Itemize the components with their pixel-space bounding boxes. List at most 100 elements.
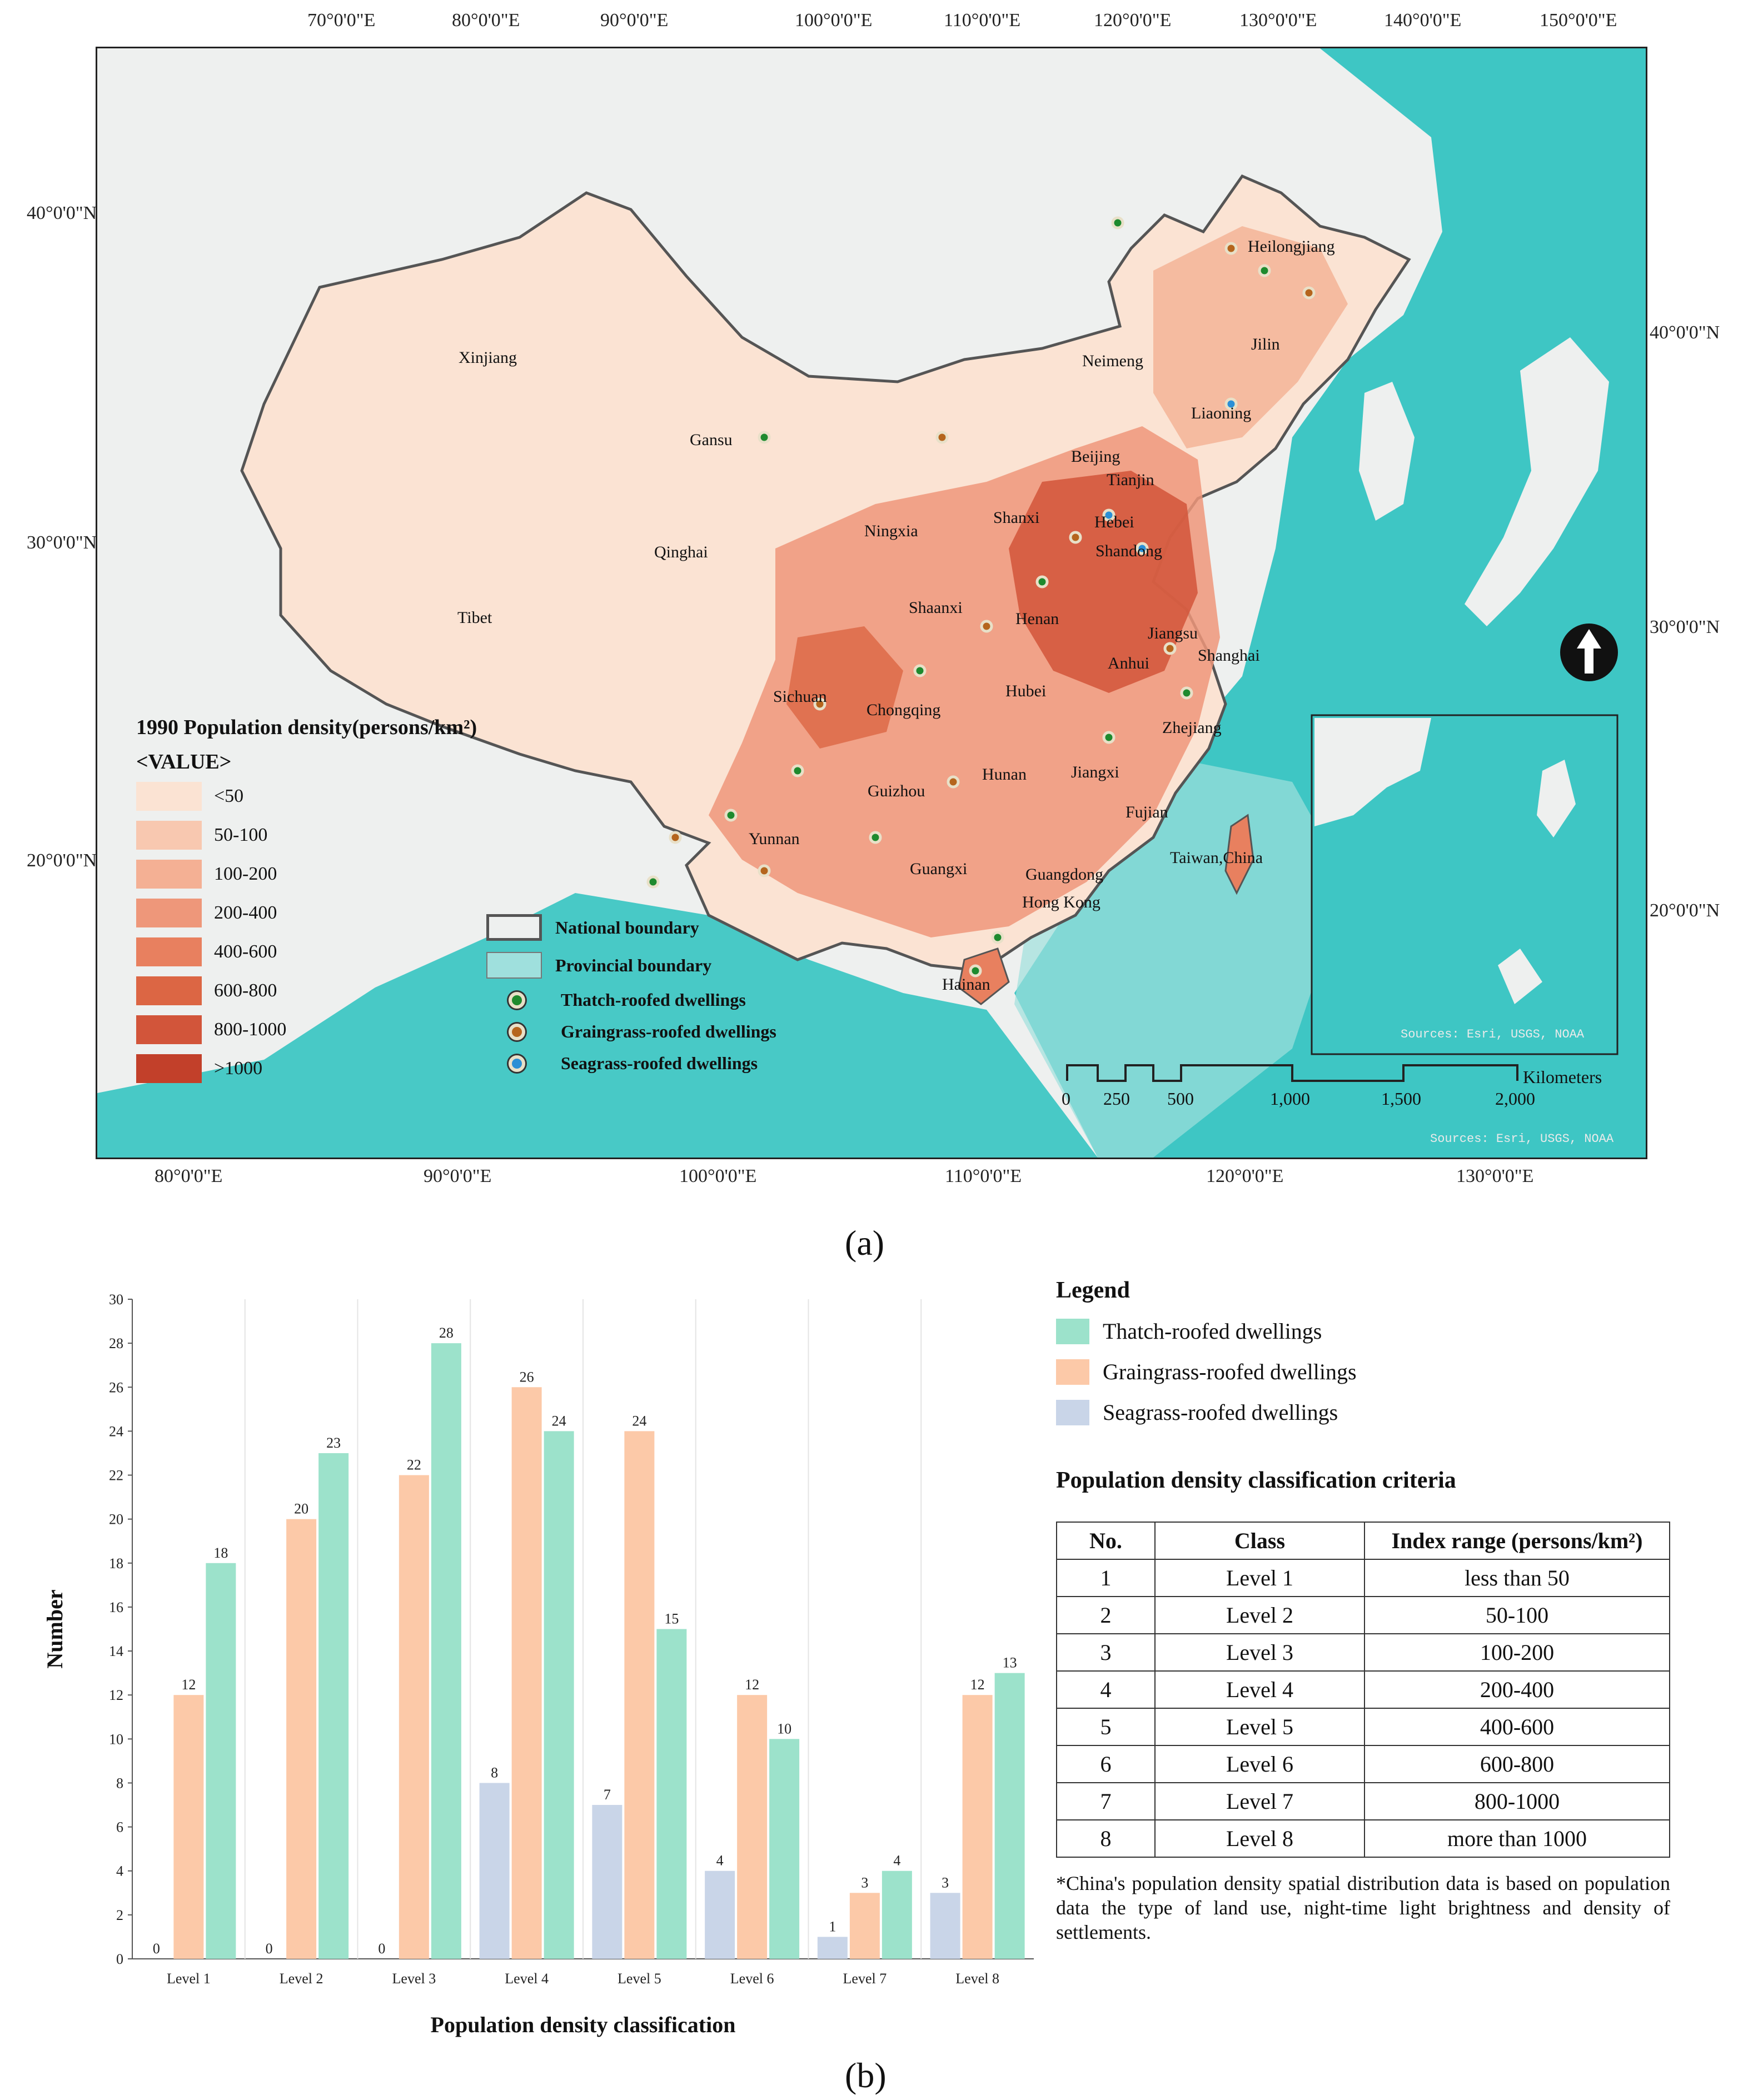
bar — [737, 1695, 768, 1959]
criteria-cell: Level 5 — [1154, 1708, 1365, 1746]
province-label: Ningxia — [864, 522, 918, 540]
chart-legend-label: Seagrass-roofed dwellings — [1103, 1400, 1338, 1425]
bar — [399, 1475, 429, 1959]
bar-value-label: 10 — [777, 1720, 791, 1737]
lon-tick: 110°0'0"E — [944, 10, 1021, 31]
criteria-title: Population density classification criter… — [1056, 1468, 1456, 1493]
criteria-cell: Level 2 — [1154, 1596, 1365, 1634]
criteria-section: Population density classification criter… — [1056, 1467, 1670, 1944]
density-legend-row: 100-200 — [136, 860, 477, 889]
bar-value-label: 12 — [745, 1677, 759, 1693]
inset-land — [1314, 718, 1431, 826]
density-legend-rows: <50 50-100 100-200 200-400 400-600 600-800 800… — [136, 782, 477, 1083]
graingrass-label: Graingrass-roofed dwellings — [561, 1021, 776, 1041]
korea-land — [1359, 382, 1415, 521]
province-label: Shanxi — [993, 508, 1040, 527]
density-class-label: >1000 — [214, 1058, 263, 1079]
density-legend-row: 800-1000 — [136, 1015, 477, 1044]
criteria-row: 4 Level 4 200-400 — [1056, 1670, 1670, 1709]
symbol-legend: National boundary Provincial boundary Th… — [486, 914, 776, 1074]
chart-panel: 0 2 4 6 8 10 12 14 16 18 20 22 24 26 28 30 Level 1 0 12 18 L… — [0, 1273, 1748, 2100]
bar-value-label: 13 — [1003, 1655, 1017, 1671]
provincial-boundary-label: Provincial boundary — [555, 955, 712, 975]
y-tick-label: 10 — [109, 1731, 123, 1747]
density-class-label: 800-1000 — [214, 1019, 287, 1040]
density-high — [1009, 471, 1198, 693]
inset-source-text: Sources: Esri, USGS, NOAA — [1401, 1027, 1585, 1041]
density-class-label: 100-200 — [214, 864, 277, 884]
density-swatch — [136, 1054, 202, 1083]
graingrass-dot-icon — [509, 1023, 525, 1040]
scale-tick: 250 — [1103, 1089, 1130, 1109]
province-label: Xinjiang — [459, 348, 517, 367]
criteria-header: No. — [1056, 1522, 1156, 1560]
taiwan-island — [1224, 814, 1254, 895]
bar-value-label: 4 — [716, 1853, 724, 1869]
legend-thatch: Thatch-roofed dwellings — [486, 990, 776, 1010]
x-tick-label: Level 8 — [955, 1971, 999, 1987]
bar-value-label: 24 — [552, 1413, 566, 1429]
bar-value-label: 7 — [604, 1787, 611, 1803]
bar — [705, 1870, 735, 1959]
criteria-row: 2 Level 2 50-100 — [1056, 1596, 1670, 1634]
bar-value-label: 23 — [326, 1435, 341, 1451]
province-label: Hong Kong — [1022, 893, 1100, 911]
province-label: Liaoning — [1191, 404, 1252, 422]
bar-value-label: 3 — [861, 1874, 868, 1891]
density-swatch — [136, 976, 202, 1005]
province-label: Hubei — [1005, 682, 1047, 700]
bar-value-label: 15 — [664, 1611, 679, 1627]
density-northeast — [1153, 226, 1348, 448]
province-label: Shanghai — [1198, 646, 1260, 665]
criteria-cell: Level 4 — [1154, 1670, 1365, 1709]
lon-tick: 130°0'0"E — [1239, 10, 1317, 31]
bar — [206, 1563, 236, 1959]
seagrass-dot-icon — [509, 1055, 525, 1072]
province-label: Guangdong — [1025, 865, 1103, 884]
criteria-cell: 400-600 — [1364, 1708, 1670, 1746]
map-frame[interactable]: Heilongjiang Jilin Neimeng Liaoning Xinj… — [96, 47, 1647, 1159]
y-tick-label: 12 — [109, 1687, 123, 1703]
criteria-cell: 8 — [1056, 1819, 1156, 1858]
lon-tick: 150°0'0"E — [1540, 10, 1617, 31]
japan-land — [1465, 337, 1609, 626]
province-label: Henan — [1015, 610, 1059, 628]
criteria-header: Index range (persons/km²) — [1364, 1522, 1670, 1560]
criteria-row: 7 Level 7 800-1000 — [1056, 1782, 1670, 1820]
density-legend-row: >1000 — [136, 1054, 477, 1083]
province-label: Hunan — [982, 765, 1027, 784]
province-label: Guangxi — [910, 860, 968, 878]
y-tick-label: 6 — [116, 1819, 123, 1835]
bar-value-label: 8 — [491, 1764, 498, 1780]
legend-seagrass: Seagrass-roofed dwellings — [486, 1053, 776, 1074]
caption-b: (b) — [845, 2056, 887, 2095]
bar — [479, 1783, 510, 1959]
bar-value-label: 26 — [520, 1369, 534, 1385]
scale-bar — [1066, 1064, 1518, 1082]
lat-tick: 30°0'0"N — [1650, 617, 1720, 637]
national-boundary-label: National boundary — [555, 917, 699, 937]
lon-tick: 100°0'0"E — [795, 10, 873, 31]
bar — [994, 1673, 1025, 1959]
province-label: Guizhou — [868, 782, 925, 800]
chart-legend-item: Graingrass-roofed dwellings — [1056, 1359, 1357, 1385]
lon-tick: 80°0'0"E — [155, 1166, 223, 1186]
chart-legend-label: Graingrass-roofed dwellings — [1103, 1359, 1357, 1384]
criteria-cell: 7 — [1056, 1782, 1156, 1820]
province-label: Tianjin — [1107, 471, 1154, 489]
criteria-table: No. Class Index range (persons/km²) 1 Lev… — [1056, 1522, 1670, 1858]
y-tick-label: 24 — [109, 1423, 123, 1439]
density-swatch — [136, 782, 202, 811]
criteria-cell: 600-800 — [1364, 1745, 1670, 1783]
caption-a: (a) — [845, 1223, 885, 1263]
density-sichuan — [786, 626, 903, 749]
province-label: Shaanxi — [909, 598, 963, 617]
y-tick-label: 20 — [109, 1512, 123, 1528]
province-label: Taiwan,China — [1170, 849, 1263, 867]
criteria-cell: 200-400 — [1364, 1670, 1670, 1709]
map-source-text: Sources: Esri, USGS, NOAA — [1430, 1132, 1614, 1146]
density-legend-header: <VALUE> — [136, 750, 232, 774]
scale-tick: 2,000 — [1495, 1089, 1535, 1109]
criteria-row: 5 Level 5 400-600 — [1056, 1708, 1670, 1746]
x-tick-label: Level 7 — [843, 1971, 887, 1987]
